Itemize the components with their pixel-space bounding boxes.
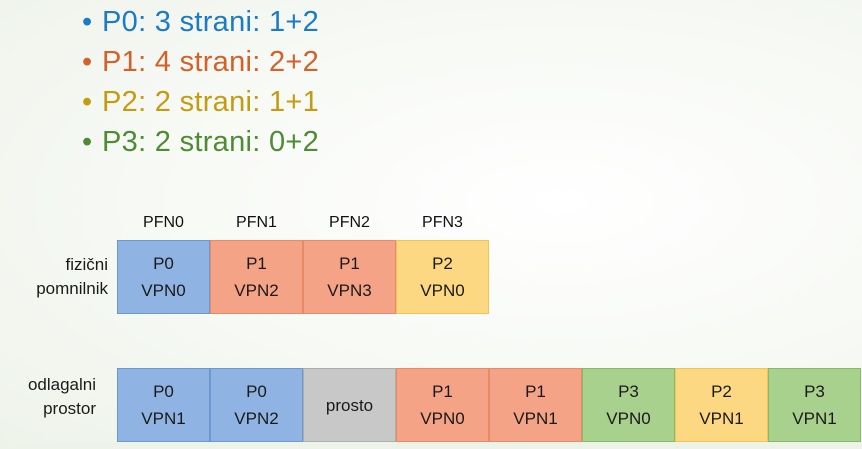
- bullet-p2: • P2: 2 strani: 1+1: [82, 82, 319, 122]
- bullet-text: P3: 2 strani: 0+2: [102, 126, 320, 158]
- swap-vpn: VPN1: [699, 409, 744, 428]
- swap-vpn: VPN1: [792, 409, 837, 428]
- frame-cell-pfn3: P2 VPN0: [396, 240, 489, 314]
- swap-space-label: odlagalni prostor: [0, 373, 96, 421]
- swap-cell-free: prosto: [303, 368, 396, 442]
- frame-cell-pfn1: P1 VPN2: [210, 240, 303, 314]
- swap-vpn: VPN0: [606, 409, 651, 428]
- swap-free-label: prosto: [325, 395, 374, 415]
- frame-process: P1: [339, 254, 360, 273]
- frame-vpn: VPN0: [141, 281, 186, 300]
- swap-vpn: VPN1: [513, 409, 558, 428]
- swap-space-label-line2: prostor: [43, 399, 96, 418]
- swap-space-row: P0 VPN1 P0 VPN2 prosto P1 VPN0 P1 VPN1 P…: [117, 368, 861, 442]
- bullet-text: P1: 4 strani: 2+2: [102, 46, 320, 78]
- frame-vpn: VPN0: [420, 281, 465, 300]
- bullet-p0: • P0: 3 strani: 1+2: [82, 2, 319, 42]
- bullet-dot: •: [82, 126, 93, 158]
- swap-space-label-line1: odlagalni: [27, 375, 96, 394]
- swap-vpn: VPN1: [141, 409, 186, 428]
- frame-vpn: VPN2: [234, 281, 279, 300]
- frame-process: P0: [153, 254, 174, 273]
- swap-cell-5: P3 VPN0: [582, 368, 675, 442]
- swap-process: P1: [525, 382, 546, 401]
- swap-cell-7: P3 VPN1: [768, 368, 861, 442]
- swap-cell-0: P0 VPN1: [117, 368, 210, 442]
- physical-memory-label: fizični pomnilnik: [0, 253, 108, 301]
- bullet-text: P2: 2 strani: 1+1: [102, 86, 320, 118]
- swap-process: P3: [618, 382, 639, 401]
- swap-process: P0: [153, 382, 174, 401]
- physical-memory-label-line1: fizični: [65, 255, 108, 274]
- frame-vpn: VPN3: [327, 281, 372, 300]
- swap-cell-3: P1 VPN0: [396, 368, 489, 442]
- bullet-p1: • P1: 4 strani: 2+2: [82, 42, 319, 82]
- frame-cell-pfn2: P1 VPN3: [303, 240, 396, 314]
- bottom-edge: [0, 442, 862, 449]
- bullet-dot: •: [82, 46, 93, 78]
- pfn-label-1: PFN1: [236, 214, 277, 231]
- bullet-dot: •: [82, 86, 93, 118]
- swap-process: P0: [246, 382, 267, 401]
- swap-cell-4: P1 VPN1: [489, 368, 582, 442]
- bullet-text: P0: 3 strani: 1+2: [102, 6, 320, 38]
- swap-vpn: VPN0: [420, 409, 465, 428]
- process-page-list: • P0: 3 strani: 1+2 • P1: 4 strani: 2+2 • P…: [82, 2, 319, 162]
- physical-memory-row: P0 VPN0 P1 VPN2 P1 VPN3 P2 VPN0: [117, 240, 489, 314]
- physical-memory-label-line2: pomnilnik: [36, 279, 108, 298]
- pfn-label-0: PFN0: [143, 214, 184, 231]
- frame-process: P1: [246, 254, 267, 273]
- bullet-dot: •: [82, 6, 93, 38]
- frame-cell-pfn0: P0 VPN0: [117, 240, 210, 314]
- frame-process: P2: [432, 254, 453, 273]
- swap-vpn: VPN2: [234, 409, 279, 428]
- swap-cell-6: P2 VPN1: [675, 368, 768, 442]
- swap-process: P1: [432, 382, 453, 401]
- pfn-label-3: PFN3: [422, 214, 463, 231]
- bullet-p3: • P3: 2 strani: 0+2: [82, 122, 319, 162]
- swap-process: P2: [711, 382, 732, 401]
- swap-cell-1: P0 VPN2: [210, 368, 303, 442]
- pfn-label-2: PFN2: [329, 214, 370, 231]
- swap-process: P3: [804, 382, 825, 401]
